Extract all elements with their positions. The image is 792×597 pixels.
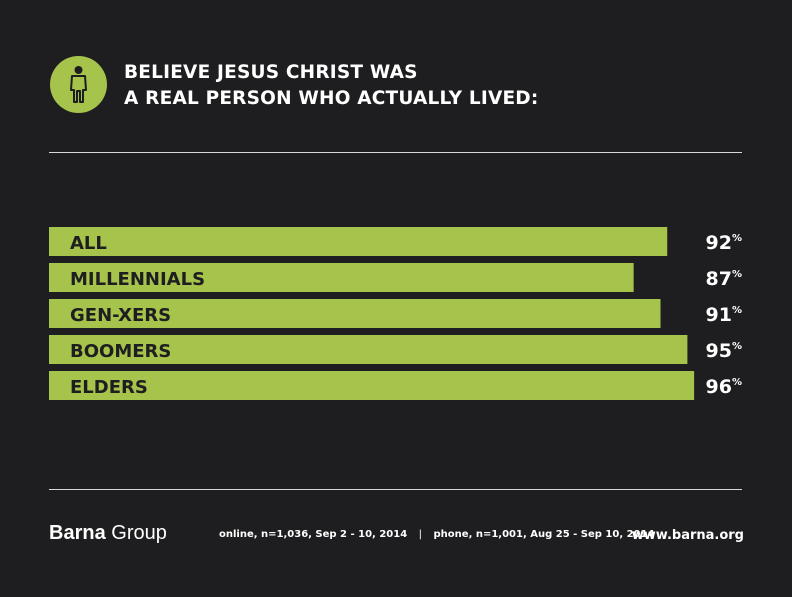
source-phone: phone, n=1,001, Aug 25 - Sep 10, 2014 [433, 529, 655, 540]
chart-title-line-1: BELIEVE JESUS CHRIST WAS [124, 62, 418, 83]
logo-word-group: Group [111, 522, 167, 544]
value-label-elders: 96% [706, 376, 742, 398]
source-separator: | [418, 529, 423, 540]
bar-label-all: ALL [70, 233, 107, 254]
website-url: www.barna.org [631, 528, 744, 543]
bar-label-boomers: BOOMERS [70, 341, 171, 362]
bar-boomers [49, 335, 688, 364]
value-label-all: 92% [706, 232, 742, 254]
bar-all [49, 227, 668, 256]
bar-label-elders: ELDERS [70, 377, 148, 398]
top-divider [49, 152, 742, 153]
chart-title-line-2: A REAL PERSON WHO ACTUALLY LIVED: [124, 88, 539, 109]
bar-elders [49, 371, 695, 400]
bar-gen-xers [49, 299, 661, 328]
value-label-gen-xers: 91% [706, 304, 742, 326]
bar-millennials [49, 263, 634, 292]
bar-label-gen-xers: GEN-XERS [70, 305, 171, 326]
person-icon [70, 66, 87, 103]
source-online: online, n=1,036, Sep 2 - 10, 2014 [219, 529, 408, 540]
logo-word-barna: Barna [49, 522, 106, 544]
bar-label-millennials: MILLENNIALS [70, 269, 205, 290]
barna-group-logo: Barna Group [49, 522, 167, 545]
value-label-boomers: 95% [706, 340, 742, 362]
value-label-millennials: 87% [706, 268, 742, 290]
bottom-divider [49, 489, 742, 490]
person-icon-badge [50, 56, 107, 113]
source-note: online, n=1,036, Sep 2 - 10, 2014 | phon… [219, 529, 654, 540]
chart-title: BELIEVE JESUS CHRIST WAS A REAL PERSON W… [124, 60, 538, 112]
